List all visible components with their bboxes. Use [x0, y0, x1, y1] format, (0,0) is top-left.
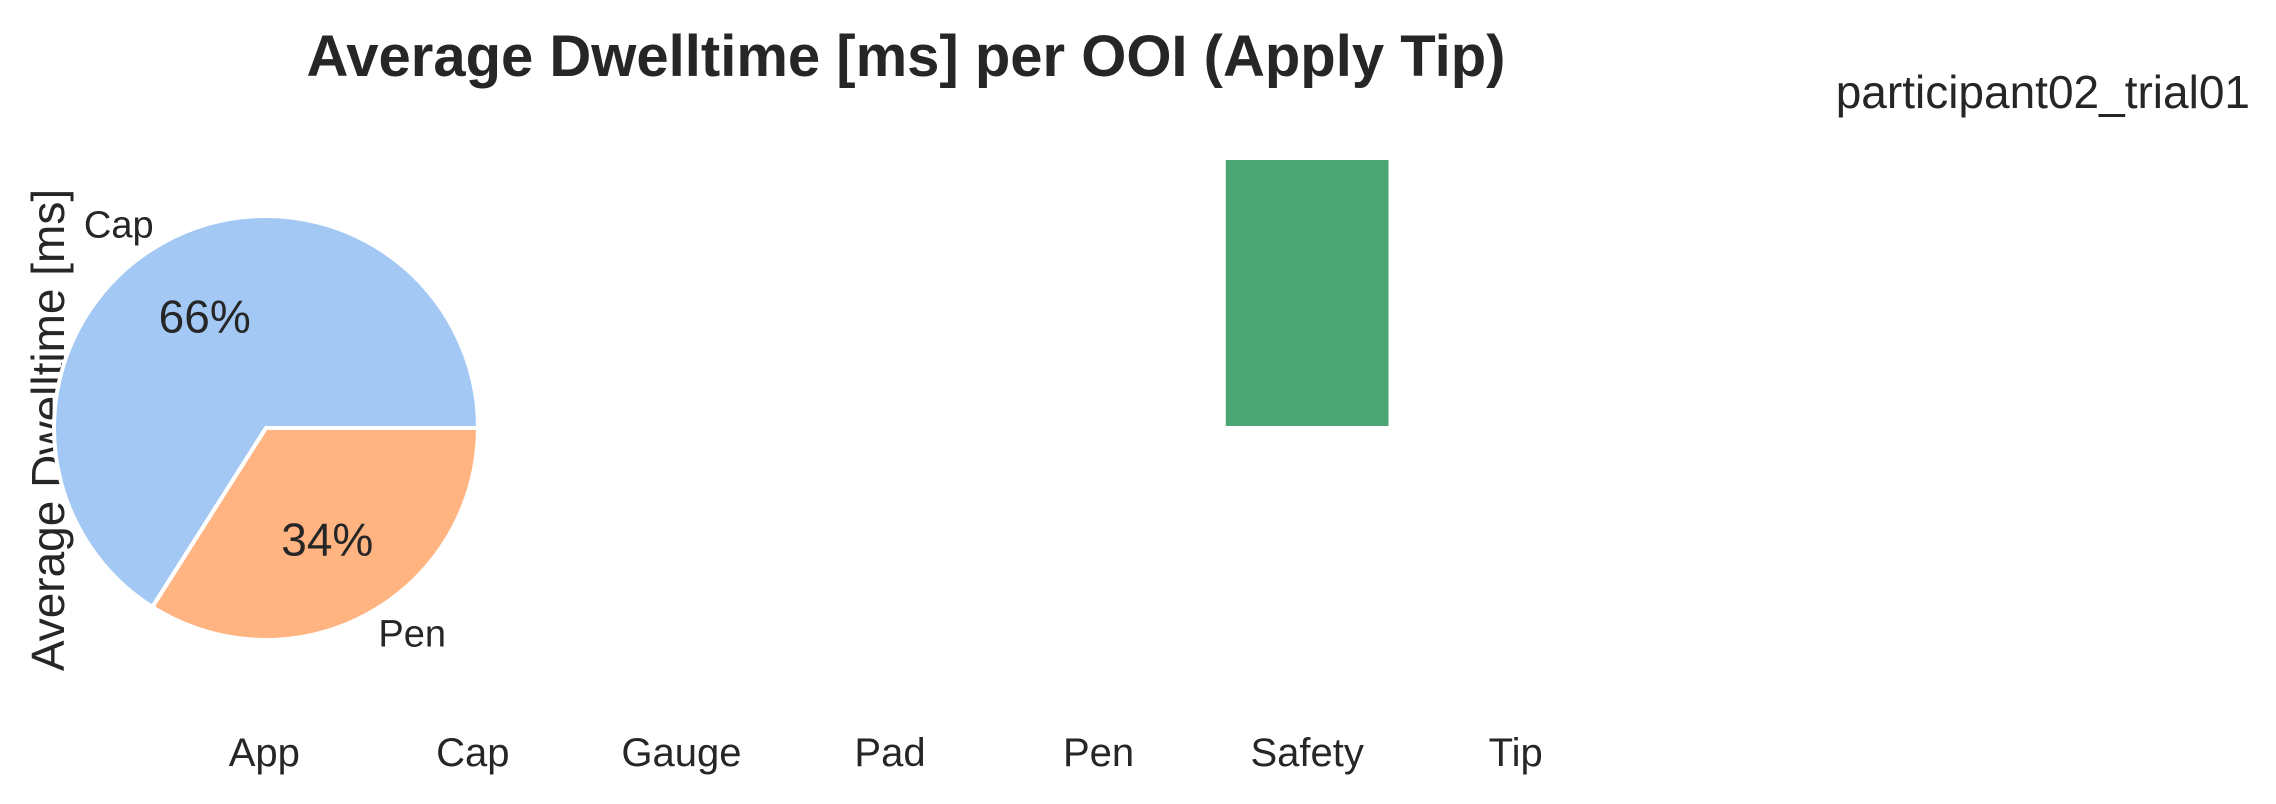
x-tick-label-tip: Tip [1489, 731, 1543, 775]
pie-percent-pen: 34% [281, 513, 373, 565]
pie-slice-pen [150, 426, 480, 642]
x-tick-label-gauge: Gauge [621, 731, 741, 775]
x-tick-label-pen: Pen [1063, 731, 1134, 775]
bar-series [1225, 160, 1389, 426]
chart-subtitle: participant02_trial01 [1836, 66, 2250, 118]
bar-safety [1225, 160, 1389, 426]
x-tick-label-app: App [229, 731, 300, 775]
pie-slice-cap [52, 214, 480, 609]
x-tick-label-cap: Cap [436, 731, 509, 775]
pie-label-cap: Cap [84, 205, 154, 247]
x-tick-labels: App Cap Gauge Pad Pen Safety Tip [229, 731, 1543, 775]
pie-chart: Cap 66% Pen 34% [52, 205, 480, 655]
chart-title: Average Dwelltime [ms] per OOI (Apply Ti… [307, 24, 1506, 89]
x-tick-label-safety: Safety [1250, 731, 1363, 775]
pie-percent-cap: 66% [159, 291, 251, 343]
pie-label-pen: Pen [378, 613, 446, 655]
x-tick-label-pad: Pad [854, 731, 925, 775]
